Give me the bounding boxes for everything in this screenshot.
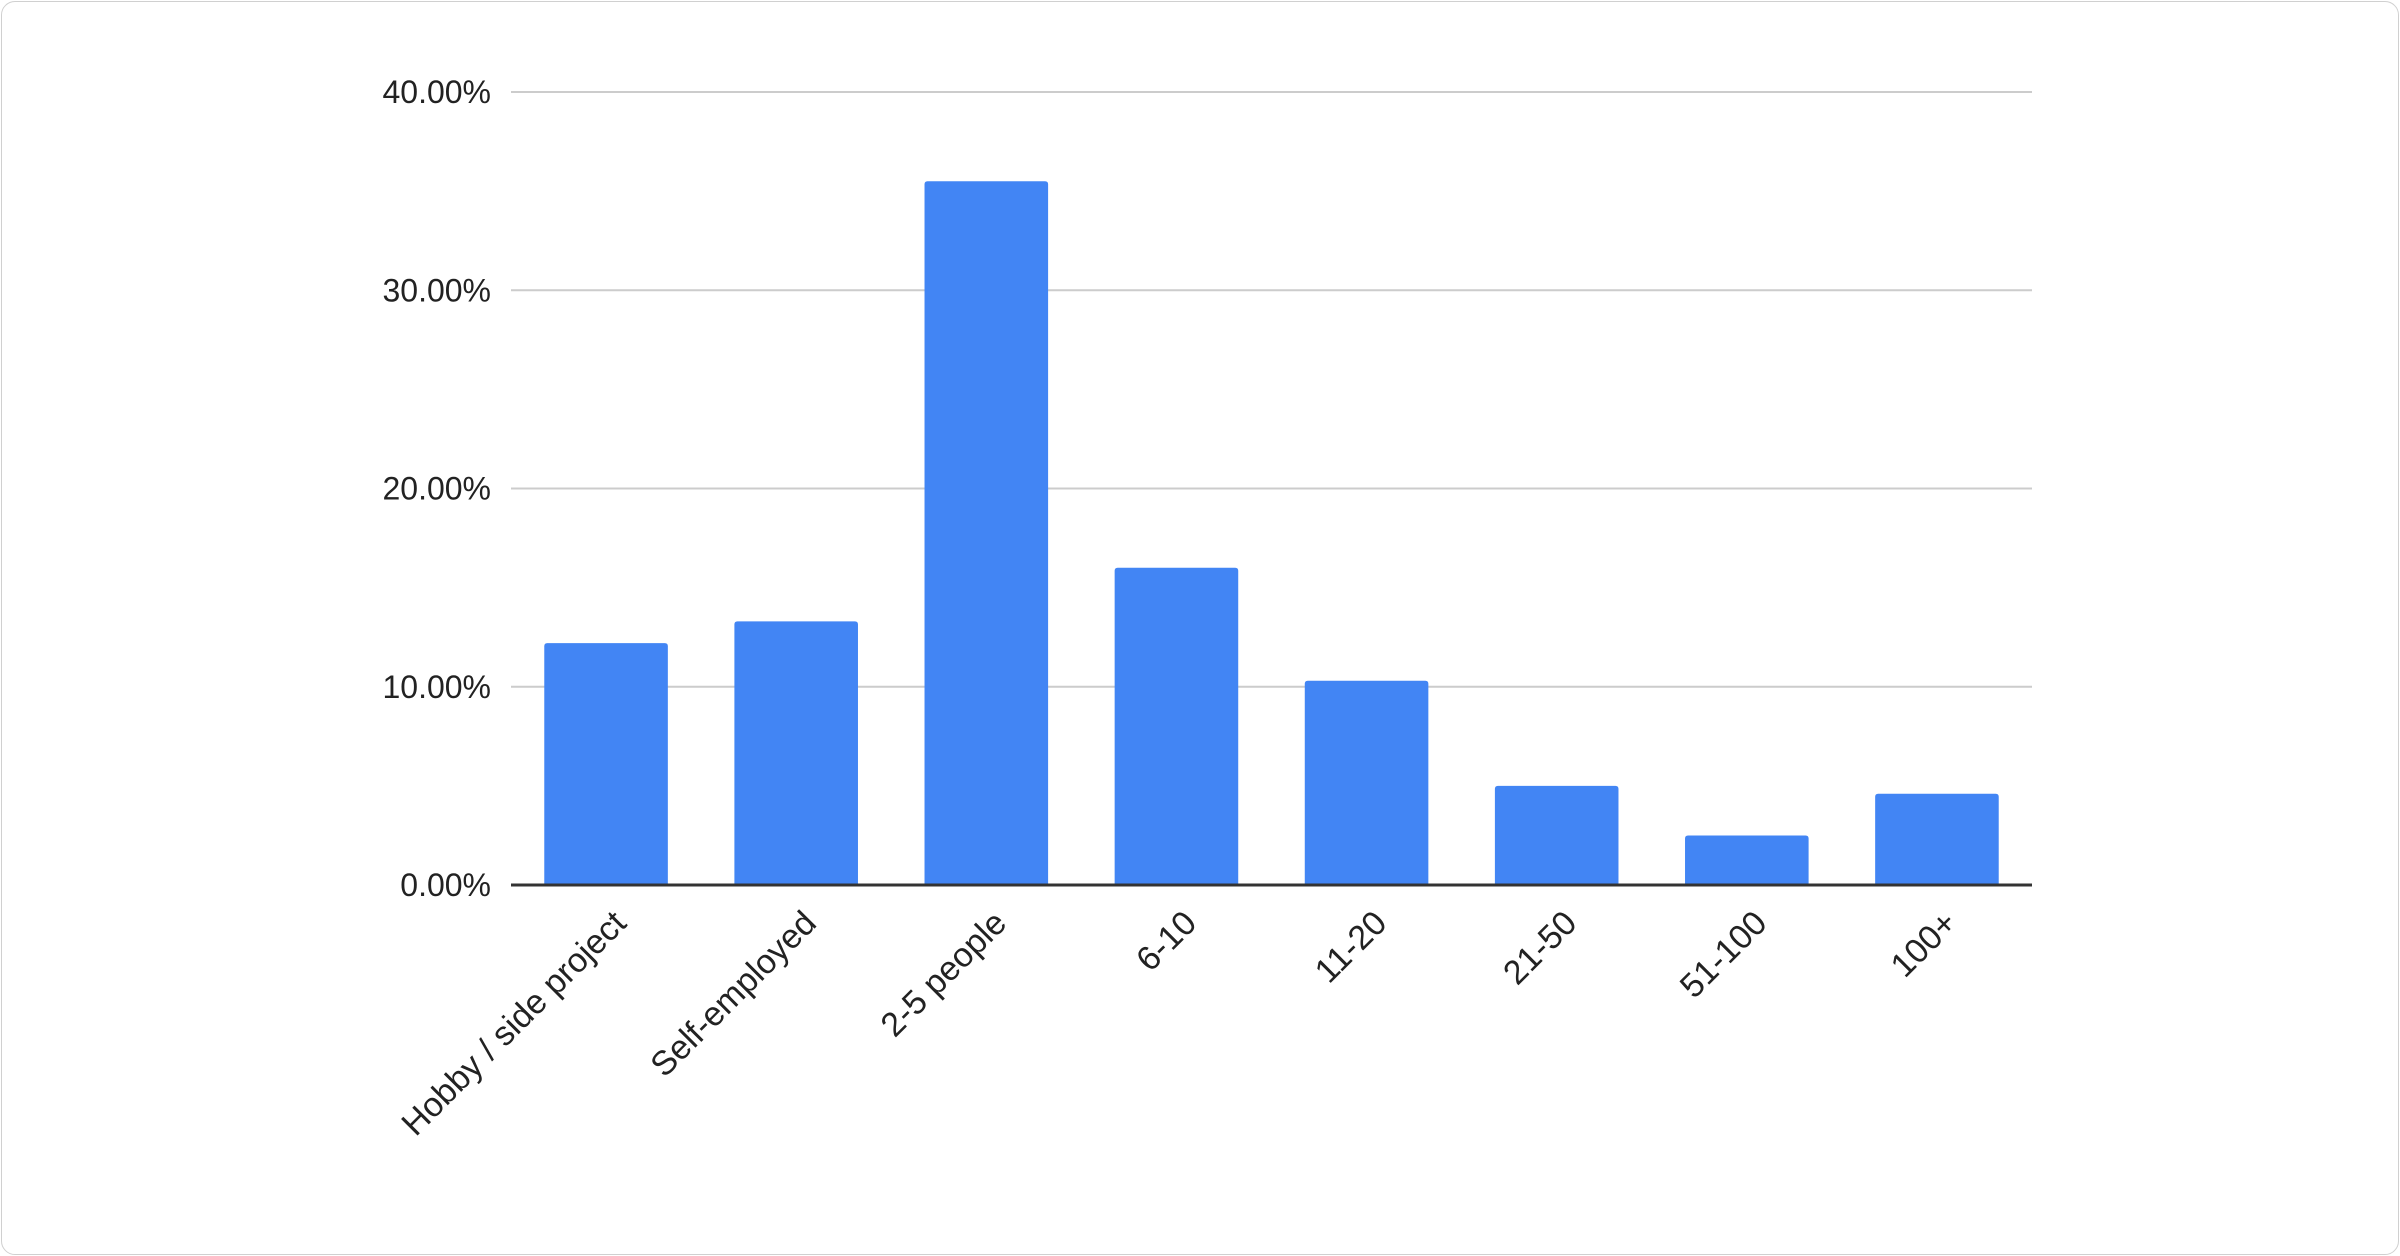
x-tick-label: 11-20 bbox=[1308, 904, 1395, 991]
x-tick-label: 6-10 bbox=[1129, 904, 1204, 979]
bar bbox=[1114, 567, 1239, 885]
x-tick-label: 100+ bbox=[1884, 904, 1965, 985]
x-tick-label: Self-employed bbox=[643, 904, 824, 1085]
y-tick-label: 10.00% bbox=[382, 669, 491, 705]
x-tick-label: 2-5 people bbox=[873, 904, 1013, 1044]
y-tick-label: 20.00% bbox=[382, 471, 491, 507]
y-tick-label: 40.00% bbox=[382, 74, 491, 110]
bar bbox=[734, 621, 858, 885]
y-tick-label: 30.00% bbox=[382, 272, 491, 308]
bar bbox=[1875, 793, 1999, 885]
bar bbox=[924, 181, 1049, 885]
bar bbox=[1304, 680, 1429, 885]
x-tick-label: Hobby / side project bbox=[394, 903, 634, 1143]
bar bbox=[1685, 835, 1809, 885]
y-tick-label: 0.00% bbox=[400, 867, 491, 903]
x-tick-label: 21-50 bbox=[1496, 904, 1584, 992]
bar bbox=[544, 643, 668, 885]
x-tick-label: 51-100 bbox=[1673, 904, 1775, 1006]
bar bbox=[1494, 785, 1619, 885]
